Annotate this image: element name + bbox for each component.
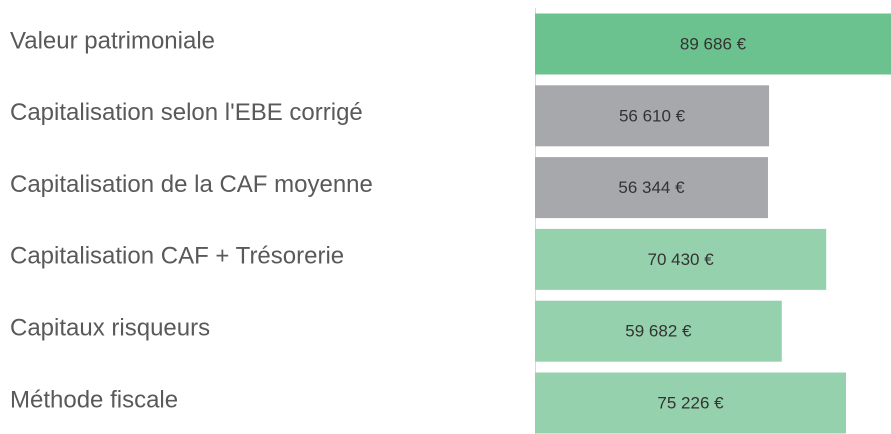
bar (535, 228, 827, 290)
value-label: 70 430 € (648, 250, 715, 269)
bar (535, 85, 770, 147)
category-label: Valeur patrimoniale (10, 27, 215, 54)
category-label: Capitaux risqueurs (10, 315, 210, 342)
category-label: Capitalisation selon l'EBE corrigé (10, 99, 363, 126)
value-label: 75 226 € (657, 393, 724, 412)
category-label: Capitalisation de la CAF moyenne (10, 171, 373, 198)
value-label: 56 610 € (619, 106, 686, 125)
value-label: 56 344 € (618, 178, 685, 197)
category-label: Capitalisation CAF + Trésorerie (10, 243, 344, 270)
value-label: 89 686 € (680, 34, 747, 53)
bar (535, 372, 847, 434)
category-label: Méthode fiscale (10, 386, 178, 413)
bar (535, 13, 891, 75)
bar (535, 300, 782, 362)
bar (535, 157, 768, 219)
value-label: 59 682 € (625, 322, 692, 341)
